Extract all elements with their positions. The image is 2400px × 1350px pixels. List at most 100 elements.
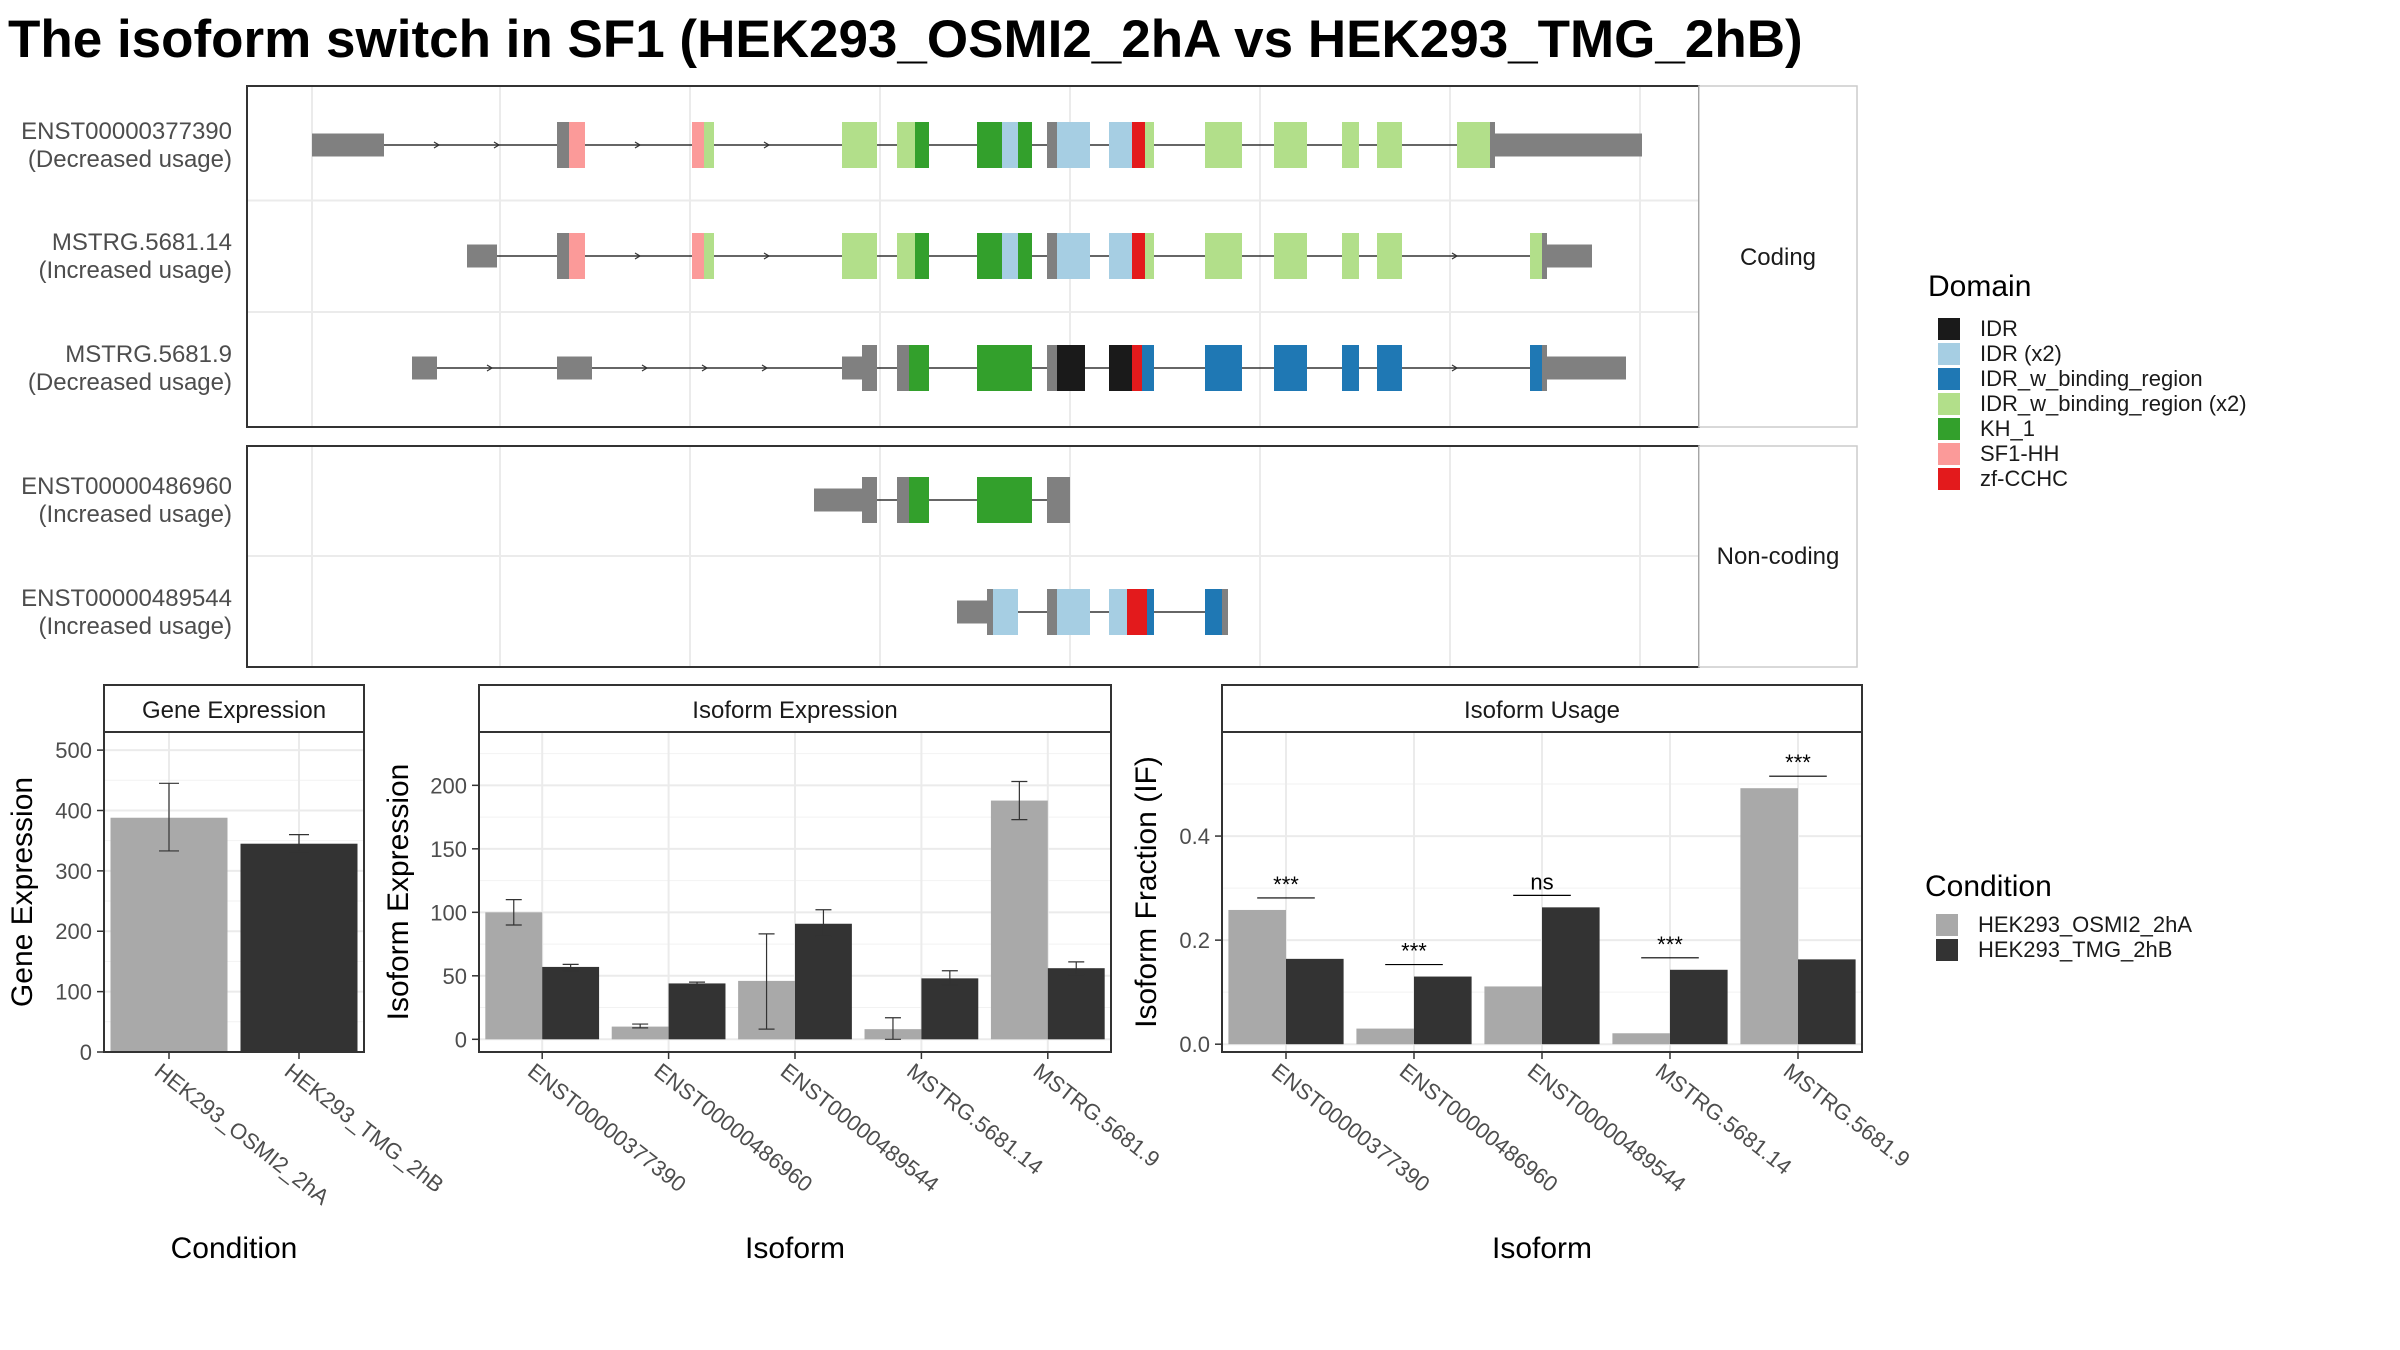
domain-swatch xyxy=(1938,343,1960,365)
transcript-row xyxy=(957,589,1228,635)
x-tick-label: MSTRG.5681.14 xyxy=(1651,1058,1796,1179)
x-tick-label: MSTRG.5681.9 xyxy=(1029,1058,1165,1172)
exon-segment xyxy=(1018,233,1032,279)
exon-segment xyxy=(915,233,929,279)
transcript-usage: (Increased usage) xyxy=(39,501,232,528)
exon-segment xyxy=(909,477,929,523)
transcript-id: MSTRG.5681.9 xyxy=(65,341,232,368)
transcript-id: ENST00000486960 xyxy=(21,473,232,500)
exon-segment xyxy=(1109,233,1132,279)
exon-segment xyxy=(1057,122,1090,168)
exon-segment xyxy=(1147,589,1154,635)
bar-chart-panel: Isoform Expression050100150200ENST000003… xyxy=(382,684,1165,1265)
exon-segment xyxy=(1047,233,1057,279)
exon-segment xyxy=(1495,133,1642,157)
exon-segment xyxy=(1342,122,1359,168)
transcript-usage: (Decreased usage) xyxy=(28,369,232,396)
exon-segment xyxy=(692,122,704,168)
strand-arrow xyxy=(433,141,441,149)
bar xyxy=(1414,976,1472,1045)
panel-strip xyxy=(103,684,365,733)
exon-segment xyxy=(1377,122,1402,168)
y-tick-label: 200 xyxy=(55,919,92,944)
exon-segment xyxy=(1342,233,1359,279)
coding-strip-label: Coding xyxy=(1740,244,1816,271)
exon-segment xyxy=(1132,233,1145,279)
exon-segment xyxy=(842,356,862,380)
exon-segment xyxy=(842,233,877,279)
exon-segment xyxy=(1205,345,1242,391)
y-axis-title: Gene Expression xyxy=(6,777,39,1007)
exon-segment xyxy=(977,122,1002,168)
strand-arrow xyxy=(761,364,769,372)
panel-strip xyxy=(478,684,1112,733)
exon-segment xyxy=(862,477,877,523)
y-tick-label: 0 xyxy=(455,1027,467,1052)
y-tick-label: 400 xyxy=(55,798,92,823)
exon-segment xyxy=(897,477,909,523)
y-tick-label: 50 xyxy=(443,964,467,989)
condition-legend-item: HEK293_OSMI2_2hA xyxy=(1936,912,2192,937)
domain-swatch xyxy=(1938,418,1960,440)
transcript-usage: (Increased usage) xyxy=(39,613,232,640)
domain-legend-item: SF1-HH xyxy=(1938,441,2059,466)
exon-segment xyxy=(897,122,915,168)
exon-segment xyxy=(1002,122,1018,168)
exon-segment xyxy=(977,233,1002,279)
domain-swatch xyxy=(1938,368,1960,390)
exon-segment xyxy=(1047,477,1070,523)
bar xyxy=(1670,969,1728,1045)
exon-segment xyxy=(704,122,714,168)
condition-legend-title: Condition xyxy=(1925,870,2052,903)
domain-swatch xyxy=(1938,443,1960,465)
domain-legend-item: KH_1 xyxy=(1938,416,2035,441)
exon-segment xyxy=(569,233,585,279)
exon-segment xyxy=(1547,356,1626,380)
bar xyxy=(1047,968,1105,1040)
noncoding-strip xyxy=(1698,445,1858,668)
y-tick-label: 0.4 xyxy=(1179,824,1210,849)
bar xyxy=(1798,959,1856,1045)
exon-segment xyxy=(1018,122,1032,168)
exon-segment xyxy=(1132,345,1142,391)
bar-chart-panel: ******ns******Isoform Usage0.00.20.4ENST… xyxy=(1130,684,1915,1265)
strand-arrow xyxy=(634,252,642,260)
bar xyxy=(1356,1028,1414,1045)
strand-arrow xyxy=(701,364,709,372)
significance-label: ns xyxy=(1530,869,1553,894)
exon-segment xyxy=(1530,233,1542,279)
exon-segment xyxy=(1109,589,1127,635)
exon-segment xyxy=(1109,345,1132,391)
bar xyxy=(240,843,358,1052)
transcript-row xyxy=(467,233,1592,279)
coding-strip xyxy=(1698,85,1858,428)
condition-legend-item: HEK293_TMG_2hB xyxy=(1936,937,2172,962)
transcript-structure-panel: Coding Non-coding ENST00000377390(Decrea… xyxy=(21,85,1858,668)
exon-segment xyxy=(1057,345,1085,391)
bar xyxy=(1228,909,1286,1045)
x-axis-title: Isoform xyxy=(745,1232,845,1265)
exon-segment xyxy=(1127,589,1147,635)
exon-segment xyxy=(1342,345,1359,391)
exon-segment xyxy=(1057,233,1090,279)
transcript-row xyxy=(312,122,1642,168)
exon-segment xyxy=(467,244,497,268)
panel-strip xyxy=(1221,684,1863,733)
exon-segment xyxy=(1047,345,1057,391)
exon-segment xyxy=(1057,589,1090,635)
significance-label: *** xyxy=(1657,932,1683,957)
bar xyxy=(1542,907,1600,1045)
x-axis-title: Condition xyxy=(171,1232,298,1265)
figure-title: The isoform switch in SF1 (HEK293_OSMI2_… xyxy=(8,10,1803,69)
domain-legend-label: IDR_w_binding_region xyxy=(1980,366,2203,391)
bar xyxy=(1286,958,1344,1045)
transcript-usage: (Decreased usage) xyxy=(28,146,232,173)
bar xyxy=(1740,788,1798,1045)
transcript-usage: (Increased usage) xyxy=(39,257,232,284)
domain-legend-label: IDR_w_binding_region (x2) xyxy=(1980,391,2247,416)
exon-segment xyxy=(977,345,1032,391)
exon-segment xyxy=(1530,345,1542,391)
strand-arrow xyxy=(763,141,771,149)
exon-segment xyxy=(1377,233,1402,279)
